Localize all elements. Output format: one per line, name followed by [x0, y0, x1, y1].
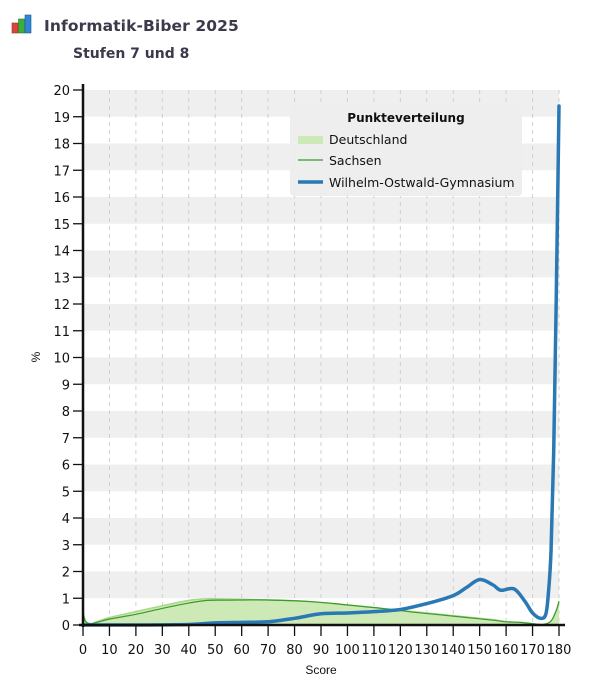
y-axis-title: % — [29, 351, 43, 362]
y-tick-label: 13 — [53, 271, 70, 286]
series-gymnasium-line — [81, 104, 561, 627]
grid-band — [83, 571, 559, 599]
y-tick-label: 20 — [53, 84, 70, 99]
x-tick-label: 0 — [79, 643, 87, 658]
x-tick-label: 20 — [128, 643, 145, 658]
chart-legend: Punkteverteilung Deutschland Sachsen Wil… — [290, 104, 522, 196]
bar-chart-icon — [11, 14, 32, 34]
chart-header: Informatik-Biber 2025 Stufen 7 und 8 — [0, 0, 600, 80]
y-tick-label: 16 — [53, 191, 70, 206]
y-tick-label: 19 — [53, 111, 70, 126]
y-tick-label: 0 — [62, 619, 70, 634]
grid-band — [83, 411, 559, 438]
y-tick-label: 9 — [62, 378, 70, 393]
y-tick-label: 12 — [53, 298, 70, 313]
y-tick-label: 4 — [62, 512, 70, 527]
x-tick-label: 40 — [181, 643, 198, 658]
y-tick-label: 6 — [62, 459, 70, 474]
y-tick-label: 18 — [53, 138, 70, 153]
x-tick-label: 160 — [494, 643, 519, 658]
x-tick-label: 30 — [154, 643, 171, 658]
x-tick-label: 90 — [313, 643, 330, 658]
x-tick-label: 70 — [260, 643, 277, 658]
x-tick-label: 170 — [520, 643, 545, 658]
legend-label-deutschland: Deutschland — [329, 132, 407, 147]
x-tick-label: 130 — [414, 643, 439, 658]
y-tick-label: 7 — [62, 432, 70, 447]
x-tick-label: 140 — [441, 643, 466, 658]
y-tick-label: 15 — [53, 218, 70, 233]
page-subtitle: Stufen 7 und 8 — [73, 46, 190, 62]
y-tick-label: 8 — [62, 405, 70, 420]
x-tick-label: 180 — [547, 643, 572, 658]
x-tick-label: 150 — [467, 643, 492, 658]
legend-background — [290, 104, 522, 196]
y-tick-label: 17 — [53, 164, 70, 179]
legend-title: Punkteverteilung — [347, 111, 464, 125]
x-tick-label: 80 — [286, 643, 303, 658]
y-tick-label: 1 — [62, 592, 70, 607]
legend-label-sachsen: Sachsen — [329, 153, 382, 168]
legend-label-gymnasium: Wilhelm-Ostwald-Gymnasium — [329, 175, 515, 190]
series-deutschland-area — [83, 598, 559, 625]
legend-swatch-deutschland — [298, 136, 323, 144]
x-axis-title: Score — [305, 663, 337, 677]
y-tick-label: 5 — [62, 485, 70, 500]
x-tick-label: 60 — [233, 643, 250, 658]
y-tick-label: 3 — [62, 539, 70, 554]
x-tick-label: 120 — [388, 643, 413, 658]
series-sachsen-line — [82, 599, 560, 626]
x-tick-label: 100 — [335, 643, 360, 658]
x-tick-label: 50 — [207, 643, 224, 658]
y-tick-label: 11 — [53, 325, 70, 340]
y-tick-label: 2 — [62, 566, 70, 581]
y-tick-label: 10 — [53, 352, 70, 367]
x-axis: 0 10 20 30 40 50 60 70 80 90 100 110 120 130 140 150 160… — [79, 623, 572, 658]
y-tick-label: 14 — [53, 245, 70, 260]
grid-band — [83, 250, 559, 278]
page-title: Informatik-Biber 2025 — [44, 17, 239, 35]
x-tick-label: 10 — [101, 643, 118, 658]
x-tick-label: 110 — [361, 643, 386, 658]
